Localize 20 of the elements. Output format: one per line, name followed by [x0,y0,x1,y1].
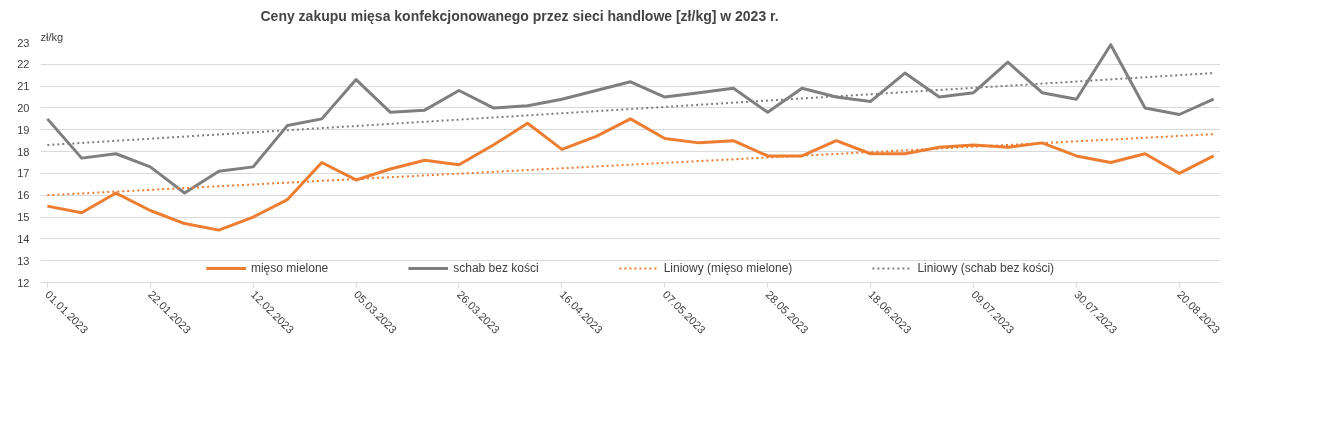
y-tick-label: 22 [17,58,30,71]
y-axis-title: zł/kg [40,30,64,43]
y-tick-label: 15 [17,211,30,224]
y-tick-label: 19 [17,123,30,136]
legend-label: Liniowy (mięso mielone) [663,261,793,275]
line-series [45,43,1216,195]
y-tick-label: 14 [17,232,30,245]
y-tick-label: 16 [17,189,30,202]
y-tick-label: 18 [17,145,30,158]
y-tick-label: 17 [17,167,30,180]
line-series [45,117,1216,232]
y-tick-label: 23 [17,36,30,49]
y-tick-label: 12 [17,276,30,289]
legend-label: schab bez kości [453,261,539,275]
chart-title: Ceny zakupu mięsa konfekcjonowanego przez sieci handlowe [zł/kg] w 2023 r. [260,7,779,24]
y-tick-label: 21 [17,80,30,93]
y-tick-label: 13 [17,254,30,267]
y-tick-label: 20 [17,101,30,114]
legend-label: Liniowy (schab bez kości) [917,261,1055,275]
legend-label: mięso mielone [250,261,329,275]
